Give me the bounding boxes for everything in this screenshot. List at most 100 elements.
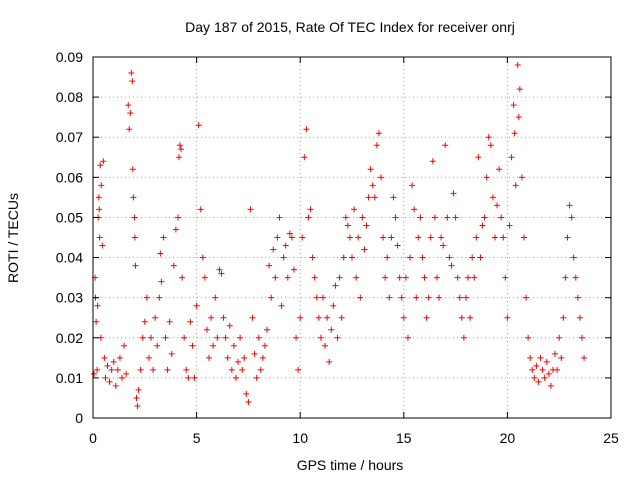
data-point	[508, 154, 515, 161]
data-point	[150, 366, 157, 373]
data-point	[402, 274, 409, 281]
y-tick-label: 0.09	[56, 49, 83, 65]
data-point	[191, 374, 198, 381]
data-point	[251, 350, 258, 357]
data-point	[346, 234, 353, 241]
data-point	[284, 274, 291, 281]
data-point	[330, 302, 337, 309]
data-point	[255, 334, 262, 341]
data-point	[525, 334, 532, 341]
data-point	[239, 366, 246, 373]
data-point	[222, 334, 229, 341]
data-point	[226, 322, 233, 329]
x-tick-label: 20	[500, 430, 516, 446]
data-point	[98, 182, 105, 189]
data-point	[303, 126, 310, 133]
data-point	[95, 194, 102, 201]
data-point	[270, 246, 277, 253]
data-point	[175, 154, 182, 161]
chart-title: Day 187 of 2015, Rate Of TEC Index for r…	[185, 19, 515, 35]
data-point	[129, 166, 136, 173]
data-point	[541, 374, 548, 381]
data-point	[189, 342, 196, 349]
data-point	[425, 294, 432, 301]
data-point	[125, 102, 132, 109]
data-point	[369, 182, 376, 189]
data-point	[214, 334, 221, 341]
data-point	[475, 154, 482, 161]
data-point	[101, 354, 108, 361]
data-point	[537, 354, 544, 361]
data-point	[355, 234, 362, 241]
data-point	[500, 234, 507, 241]
data-point	[307, 206, 314, 213]
data-point	[127, 110, 134, 117]
data-point	[572, 274, 579, 281]
data-point	[375, 130, 382, 137]
data-point	[245, 398, 252, 405]
data-point	[317, 334, 324, 341]
data-point	[394, 242, 401, 249]
x-axis-label: GPS time / hours	[297, 457, 404, 473]
data-point	[576, 314, 583, 321]
data-point	[135, 386, 142, 393]
data-point	[224, 354, 231, 361]
data-point	[392, 214, 399, 221]
data-point	[199, 254, 206, 261]
data-point	[299, 234, 306, 241]
data-point	[162, 334, 169, 341]
data-point	[353, 274, 360, 281]
data-point	[564, 234, 571, 241]
data-point	[319, 294, 326, 301]
data-point	[297, 314, 304, 321]
y-tick-label: 0.08	[56, 89, 83, 105]
data-point	[218, 270, 225, 277]
data-point	[467, 314, 474, 321]
data-point	[126, 126, 133, 133]
data-point	[562, 274, 569, 281]
data-point	[131, 214, 138, 221]
data-point	[485, 134, 492, 141]
data-point	[253, 374, 260, 381]
data-point	[97, 162, 104, 169]
y-tick-label: 0.07	[56, 129, 83, 145]
data-point	[315, 314, 322, 321]
data-point	[309, 254, 316, 261]
data-point	[152, 314, 159, 321]
data-point	[442, 142, 449, 149]
data-point	[433, 274, 440, 281]
data-point	[208, 314, 215, 321]
data-point	[178, 146, 185, 153]
data-point	[382, 274, 389, 281]
data-point	[444, 214, 451, 221]
y-tick-label: 0.01	[56, 370, 83, 386]
data-point	[301, 154, 308, 161]
data-point	[535, 378, 542, 385]
data-point	[133, 394, 140, 401]
data-point	[489, 194, 496, 201]
data-point	[404, 334, 411, 341]
axis-ticks	[92, 56, 612, 419]
data-point	[268, 294, 275, 301]
data-point	[581, 354, 588, 361]
data-point	[247, 206, 254, 213]
data-point	[462, 294, 469, 301]
data-point	[94, 302, 101, 309]
data-point	[498, 214, 505, 221]
data-point	[349, 254, 355, 261]
data-point	[390, 194, 397, 201]
data-point	[515, 114, 522, 121]
data-point	[527, 354, 534, 361]
data-point	[220, 314, 227, 321]
data-point	[119, 374, 126, 381]
data-point	[400, 314, 407, 321]
y-tick-label: 0	[75, 410, 83, 426]
data-point	[232, 374, 239, 381]
data-point	[340, 254, 347, 261]
data-point	[206, 354, 213, 361]
plot-frame	[92, 56, 612, 419]
data-point	[128, 70, 135, 77]
data-point	[351, 206, 358, 213]
data-point	[311, 274, 318, 281]
data-point	[313, 294, 320, 301]
